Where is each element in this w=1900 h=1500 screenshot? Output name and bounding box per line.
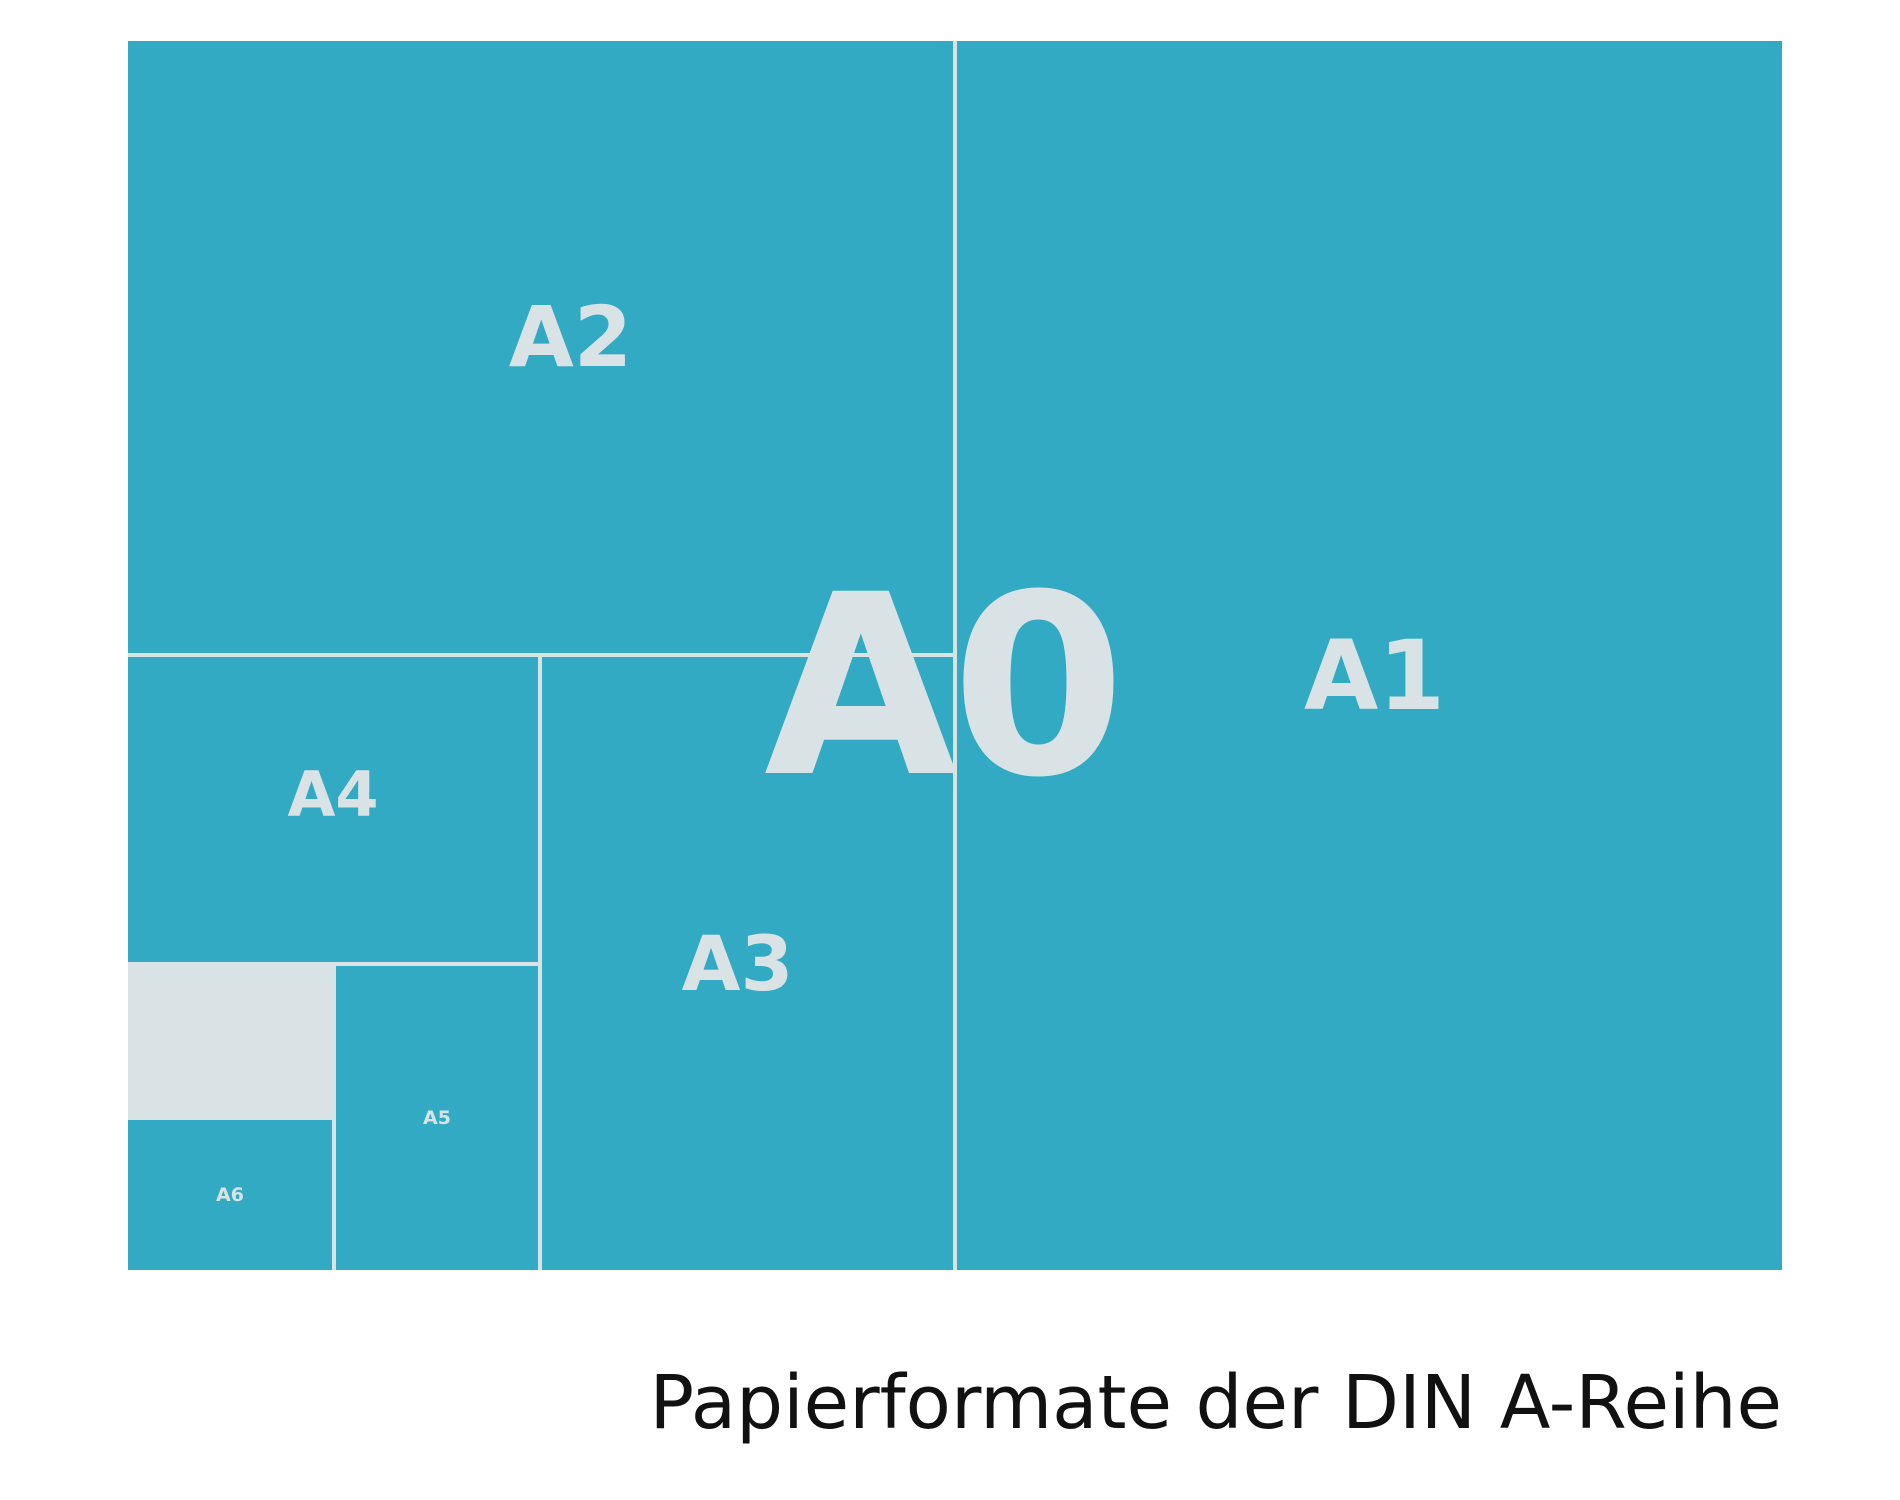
a0-label: A0 [764,541,1125,832]
a3-label: A3 [681,919,794,1008]
a0-sheet: A2 A1 A3 A4 A5 A6 A0 [128,41,1782,1270]
a3-rect: A3 [542,657,953,1270]
a6-rect: A6 [128,1120,332,1270]
a2-label: A2 [508,288,633,386]
diagram-caption: Papierformate der DIN A-Reihe [649,1360,1782,1446]
a1-label: A1 [1303,619,1446,732]
a6-label: A6 [216,1184,244,1206]
a7-blank-rect [128,966,332,1118]
a1-rect: A1 [957,41,1782,1270]
a2-rect: A2 [128,41,953,653]
a4-label: A4 [287,758,379,831]
a5-label: A5 [423,1107,451,1129]
a4-rect: A4 [128,657,538,962]
a5-rect: A5 [336,966,538,1270]
